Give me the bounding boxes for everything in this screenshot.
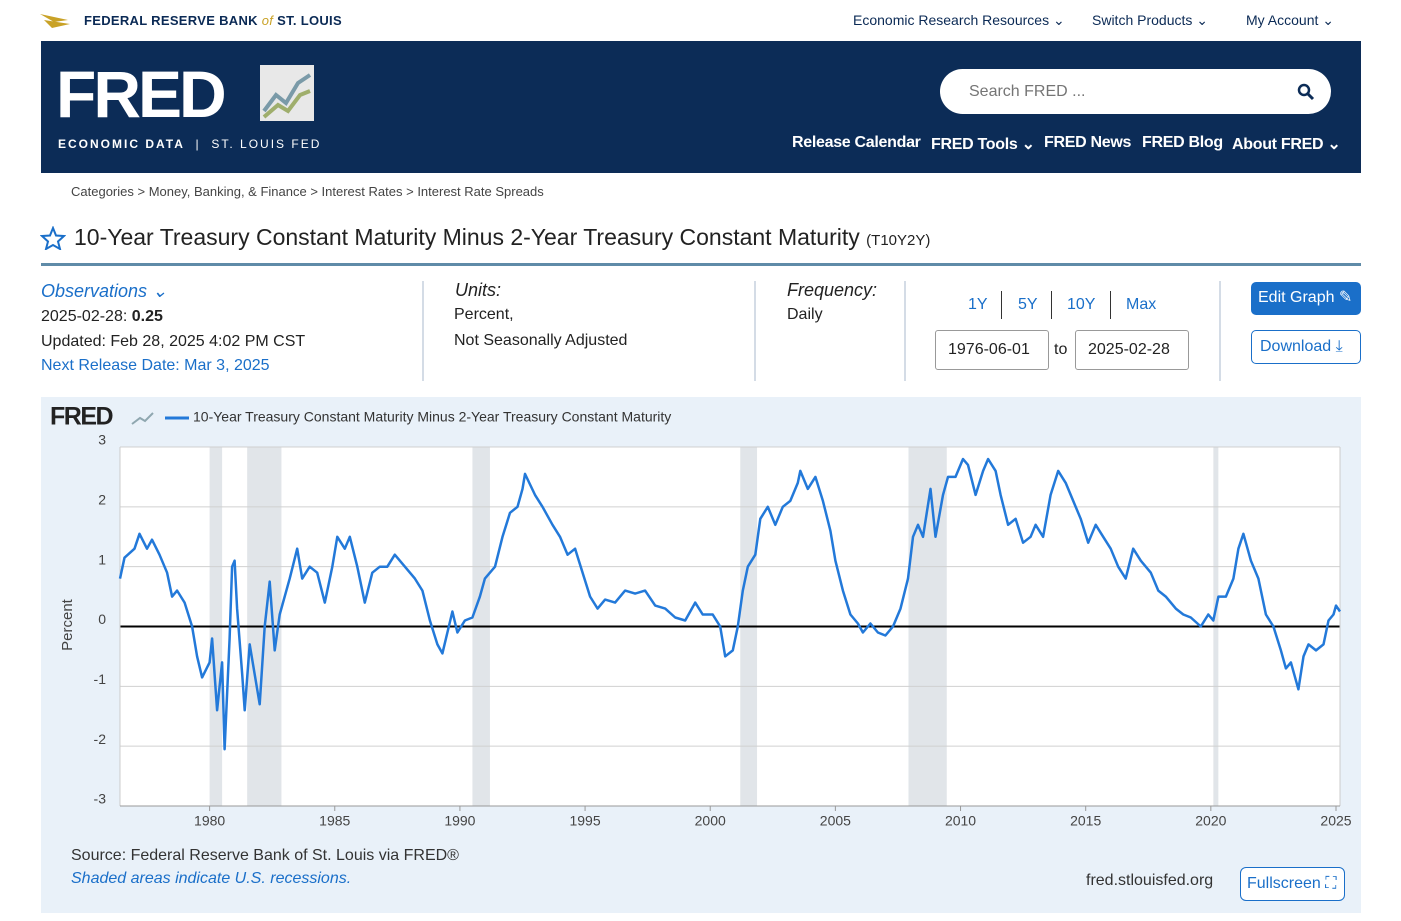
- crumb[interactable]: Interest Rate Spreads: [417, 184, 544, 199]
- separator: [754, 281, 756, 381]
- obs-updated: Updated: Feb 28, 2025 4:02 PM CST: [41, 333, 306, 350]
- units-label: Units:: [455, 280, 502, 300]
- next-release[interactable]: Next Release Date: Mar 3, 2025: [41, 357, 270, 374]
- y-tick-label: 2: [98, 492, 106, 508]
- range-divider: [1051, 291, 1052, 319]
- bank-eagle-icon: [40, 14, 70, 28]
- fullscreen-button[interactable]: Fullscreen ⛶: [1240, 867, 1345, 901]
- x-tick-label: 2020: [1195, 813, 1226, 829]
- bank-name-text: FEDERAL RESERVE BANK: [84, 13, 258, 28]
- search-icon[interactable]: [1297, 83, 1315, 101]
- obs-label: Observations: [41, 281, 148, 301]
- obs-value: 0.25: [131, 308, 163, 325]
- crumb[interactable]: Categories: [71, 184, 134, 199]
- y-tick-label: 1: [98, 551, 106, 567]
- crumb[interactable]: Money, Banking, & Finance: [148, 184, 307, 199]
- series-title: 10-Year Treasury Constant Maturity Minus…: [74, 224, 860, 250]
- search-input[interactable]: [940, 69, 1331, 114]
- range-button[interactable]: 10Y: [1067, 296, 1096, 313]
- main-nav-item[interactable]: FRED Blog: [1142, 134, 1223, 151]
- main-nav-item[interactable]: Release Calendar: [792, 134, 921, 151]
- bank-name: FEDERAL RESERVE BANK of ST. LOUIS: [84, 13, 342, 28]
- chart: FRED 10-Year Treasury Constant Maturity …: [50, 403, 1352, 829]
- date-to-word: to: [1054, 341, 1068, 358]
- units-line: Percent,: [454, 306, 514, 323]
- y-tick-label: -2: [94, 731, 107, 747]
- series-title-row: 10-Year Treasury Constant Maturity Minus…: [74, 224, 930, 251]
- tagline-right: ST. LOUIS FED: [211, 137, 322, 151]
- y-tick-label: 3: [98, 432, 106, 448]
- main-nav-item[interactable]: FRED Tools ⌄: [931, 136, 1035, 153]
- title-rule: [41, 263, 1361, 266]
- nav-text: FRED Tools: [931, 136, 1018, 153]
- range-divider: [1110, 291, 1111, 319]
- date-to[interactable]: [1075, 330, 1189, 370]
- nav-switch[interactable]: Switch Products ⌄: [1092, 12, 1208, 28]
- button-text: Fullscreen: [1247, 875, 1321, 892]
- x-tick-label: 2005: [820, 813, 851, 829]
- frequency-value: Daily: [787, 306, 823, 323]
- obs-date: 2025-02-28:: [41, 308, 128, 325]
- x-tick-label: 1990: [444, 813, 475, 829]
- chart-source: Source: Federal Reserve Bank of St. Loui…: [71, 847, 459, 864]
- observations-toggle[interactable]: Observations ⌄: [41, 281, 168, 301]
- breadcrumbs: Categories > Money, Banking, & Finance >…: [71, 184, 544, 199]
- chart-brand: FRED: [50, 403, 113, 431]
- download-button[interactable]: Download ⤓: [1251, 330, 1361, 364]
- main-nav-item[interactable]: FRED News: [1044, 134, 1132, 151]
- y-axis-label: Percent: [59, 598, 76, 651]
- units-line: Not Seasonally Adjusted: [454, 332, 628, 349]
- nav-account[interactable]: My Account ⌄: [1246, 12, 1334, 28]
- bank-of: of: [261, 13, 274, 28]
- main-nav-item[interactable]: About FRED ⌄: [1232, 136, 1341, 153]
- nav-text: About FRED: [1232, 136, 1324, 153]
- x-tick-label: 2010: [945, 813, 976, 829]
- favorite-star[interactable]: [40, 226, 66, 250]
- edit-graph-button[interactable]: Edit Graph ✎: [1251, 282, 1361, 315]
- chart-brand-icon: [131, 412, 154, 425]
- x-tick-label: 1995: [569, 813, 600, 829]
- separator: [422, 281, 424, 381]
- x-tick-label: 2015: [1070, 813, 1101, 829]
- chart-url: fred.stlouisfed.org: [1086, 872, 1214, 889]
- range-divider: [1001, 291, 1002, 319]
- fred-logo[interactable]: FRED: [56, 57, 227, 131]
- obs-latest: 2025-02-28: 0.25: [41, 308, 163, 326]
- separator: [1219, 281, 1221, 381]
- range-button[interactable]: 5Y: [1018, 296, 1038, 313]
- nav-text: My Account: [1246, 12, 1319, 28]
- crumb[interactable]: Interest Rates: [321, 184, 403, 199]
- button-text: Edit Graph: [1258, 289, 1335, 306]
- date-from[interactable]: [935, 330, 1049, 370]
- series-id: (T10Y2Y): [866, 232, 931, 249]
- frequency-label: Frequency:: [787, 280, 878, 300]
- bank-city: ST. LOUIS: [277, 13, 342, 28]
- x-tick-label: 2025: [1320, 813, 1351, 829]
- tagline-left: ECONOMIC DATA: [58, 137, 185, 151]
- x-tick-label: 2000: [695, 813, 726, 829]
- x-tick-label: 1985: [319, 813, 350, 829]
- range-button[interactable]: 1Y: [968, 296, 988, 313]
- y-tick-label: -3: [94, 791, 107, 807]
- button-text: Download: [1260, 338, 1332, 355]
- series-line: [118, 457, 1342, 751]
- y-tick-label: -1: [94, 671, 107, 687]
- legend-label: 10-Year Treasury Constant Maturity Minus…: [193, 409, 671, 425]
- nav-text: Switch Products: [1092, 12, 1193, 28]
- recession-note: Shaded areas indicate U.S. recessions.: [71, 870, 352, 887]
- nav-research[interactable]: Economic Research Resources ⌄: [853, 12, 1065, 28]
- separator: [904, 281, 906, 381]
- nav-text: Economic Research Resources: [853, 12, 1050, 28]
- logo-chart-icon: [260, 65, 314, 121]
- range-button[interactable]: Max: [1126, 296, 1157, 313]
- x-tick-label: 1980: [194, 813, 225, 829]
- y-tick-label: 0: [98, 611, 106, 627]
